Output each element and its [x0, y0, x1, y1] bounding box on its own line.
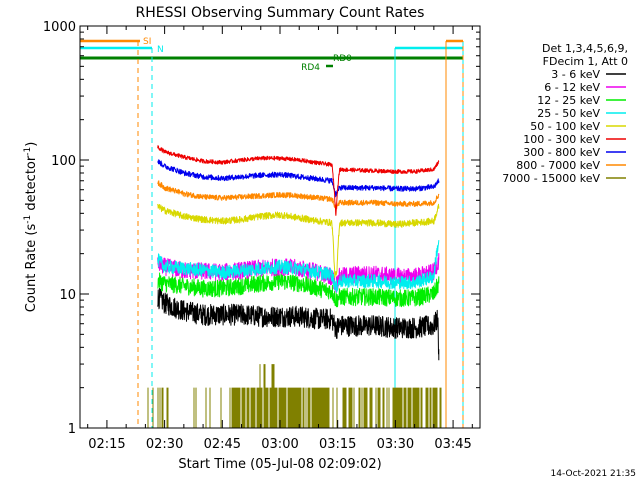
state-vertical-lines — [137, 41, 464, 428]
y-axis-label-mid: detector — [24, 155, 39, 215]
y-axis-label-main: Count Rate (s — [24, 224, 39, 313]
y-axis-ticks: 1 10 100 1000 — [43, 20, 480, 437]
legend-header-line: FDecim 1, Att 0 — [543, 55, 628, 68]
segment-bands: SI N RD0 RD4 — [80, 37, 463, 73]
x-tick-label-03:00: 03:00 — [261, 437, 298, 452]
x-axis-ticks: 02:15 02:30 02:45 03:00 03:15 03:30 03:45 — [87, 26, 473, 452]
legend-entry-label: 12 - 25 keV — [537, 94, 600, 107]
footer-date: 14-Oct-2021 21:35 — [551, 469, 636, 479]
legend-entry-label: 7000 - 15000 keV — [502, 172, 600, 185]
y-tick-label-100: 100 — [51, 154, 76, 169]
y-axis-label-sup2: -1 — [23, 147, 33, 156]
legend-entry-label: 100 - 300 keV — [523, 133, 600, 146]
y-tick-label-1000: 1000 — [43, 20, 76, 35]
legend: Det 1,3,4,5,6,9,FDecim 1, Att 03 - 6 keV… — [502, 42, 628, 185]
x-tick-label-02:15: 02:15 — [88, 437, 125, 452]
series-50-100kev-line — [157, 203, 440, 279]
x-axis-label: Start Time (05-Jul-08 02:09:02) — [178, 457, 381, 472]
chart-title: RHESSI Observing Summary Count Rates — [136, 5, 425, 21]
y-tick-label-1: 1 — [68, 422, 76, 437]
x-tick-label-03:30: 03:30 — [377, 437, 414, 452]
series-7000-15000-kev-line — [147, 364, 442, 428]
x-tick-label-02:45: 02:45 — [204, 437, 241, 452]
x-tick-label-02:30: 02:30 — [146, 437, 183, 452]
annotation-n: N — [157, 45, 164, 55]
series-lines — [157, 145, 440, 361]
legend-entry-label: 50 - 100 keV — [530, 120, 600, 133]
series-800-7000kev-line — [157, 180, 440, 210]
annotation-rd4: RD4 — [301, 63, 320, 73]
legend-entry-label: 300 - 800 keV — [523, 146, 600, 159]
x-tick-label-03:45: 03:45 — [434, 437, 471, 452]
series-100-300kev-line — [157, 145, 440, 216]
y-tick-label-10: 10 — [59, 288, 76, 303]
series-300-800kev-line — [157, 159, 440, 198]
series-12-25kev-line — [157, 272, 440, 308]
legend-entry-label: 3 - 6 keV — [551, 68, 600, 81]
series-25-50kev-line — [157, 240, 440, 293]
legend-header-line: Det 1,3,4,5,6,9, — [542, 42, 628, 55]
series-3-6kev-line — [157, 287, 440, 361]
high-energy-histogram — [147, 364, 442, 428]
annotation-si: SI — [143, 37, 151, 47]
y-axis-label-end: ) — [24, 142, 39, 147]
legend-entry-label: 6 - 12 keV — [544, 81, 600, 94]
legend-entry-label: 800 - 7000 keV — [516, 159, 600, 172]
x-tick-label-03:15: 03:15 — [319, 437, 356, 452]
legend-entry-label: 25 - 50 keV — [537, 107, 600, 120]
annotation-rd0: RD0 — [333, 54, 352, 64]
y-axis-label-sup1: -1 — [23, 215, 33, 224]
y-axis-label: Count Rate (s-1 detector-1) — [23, 142, 39, 313]
